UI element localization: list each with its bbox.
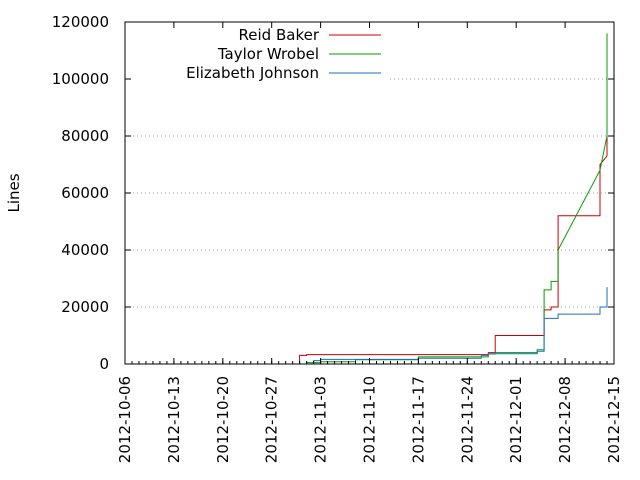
x-tick-label: 2012-10-06	[116, 376, 134, 463]
y-tick-label: 100000	[52, 70, 109, 88]
x-tick-label: 2012-10-20	[214, 376, 232, 463]
legend-label: Taylor Wrobel	[217, 45, 319, 63]
x-tick-label: 2012-11-10	[361, 376, 379, 463]
x-tick-label: 2012-12-15	[605, 376, 623, 463]
y-axis-title: Lines	[5, 173, 23, 212]
series-line	[299, 130, 608, 364]
x-tick-label: 2012-12-08	[556, 376, 574, 463]
x-tick-label: 2012-10-13	[165, 376, 183, 463]
x-axis-ticks: 2012-10-06 2012-10-13 2012-10-20 2012-10-27…	[116, 22, 623, 463]
y-tick-label: 60000	[61, 184, 109, 202]
x-tick-label: 2012-10-27	[263, 376, 281, 463]
x-tick-label: 2012-12-01	[507, 376, 525, 463]
series-line	[313, 287, 608, 364]
x-tick-label: 2012-11-03	[312, 376, 330, 463]
y-tick-label: 20000	[61, 298, 109, 316]
grid-lines	[125, 78, 614, 308]
y-tick-label: 0	[99, 355, 109, 373]
x-tick-label: 2012-11-24	[458, 376, 476, 463]
legend-label: Elizabeth Johnson	[186, 64, 319, 82]
y-tick-label: 120000	[52, 13, 109, 31]
y-tick-label: 40000	[61, 241, 109, 259]
x-tick-label: 2012-11-17	[409, 376, 427, 463]
y-axis-ticks: 0 20000 40000 60000 80000 100000 120000	[52, 13, 614, 373]
legend-label: Reid Baker	[239, 26, 320, 44]
series-lines	[299, 33, 608, 364]
y-tick-label: 80000	[61, 127, 109, 145]
